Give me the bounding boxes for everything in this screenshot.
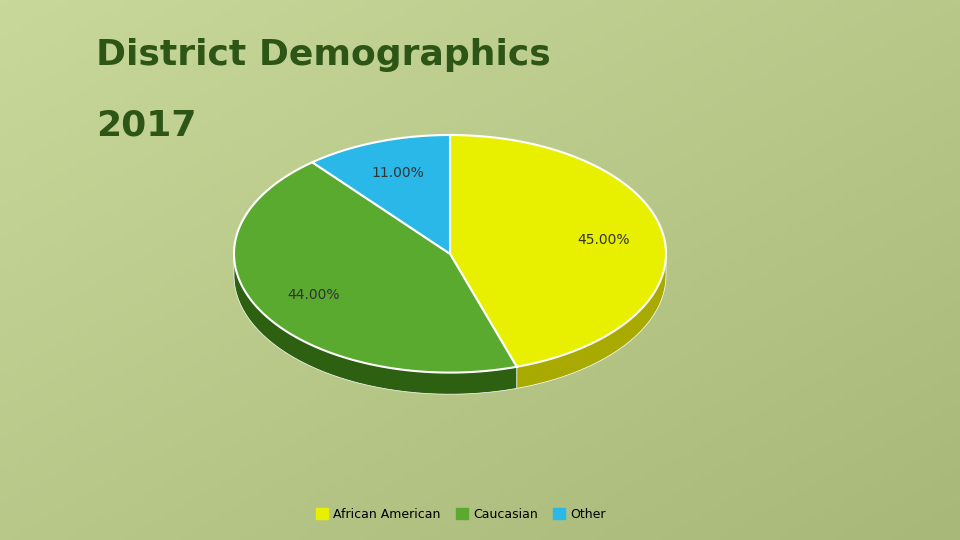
Polygon shape: [312, 135, 450, 254]
Polygon shape: [234, 162, 516, 373]
Text: 2017: 2017: [96, 108, 197, 142]
Text: 11.00%: 11.00%: [371, 166, 423, 180]
Text: District Demographics: District Demographics: [96, 38, 551, 72]
Text: 44.00%: 44.00%: [287, 288, 340, 302]
Polygon shape: [516, 255, 666, 388]
Polygon shape: [450, 135, 666, 367]
Legend: African American, Caucasian, Other: African American, Caucasian, Other: [311, 503, 611, 526]
Polygon shape: [234, 255, 516, 394]
Text: 45.00%: 45.00%: [577, 233, 630, 247]
